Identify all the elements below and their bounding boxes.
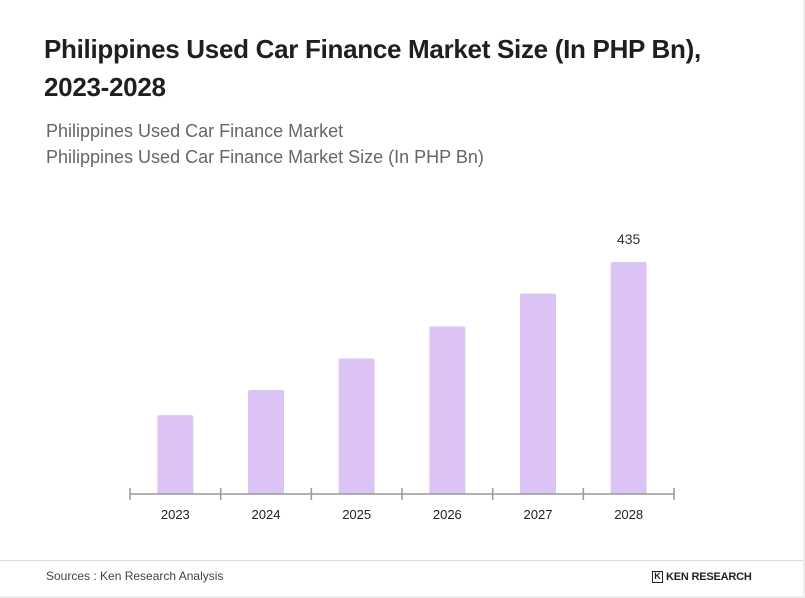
bar-2027 [520, 293, 556, 494]
chart-title: Philippines Used Car Finance Market Size… [44, 34, 701, 102]
x-tick-label-2028: 2028 [614, 507, 643, 522]
logo-text: KEN RESEARCH [666, 571, 752, 583]
footer-divider [0, 560, 803, 561]
k-logo-icon: K [652, 571, 663, 583]
source-note: Sources : Ken Research Analysis [46, 569, 224, 583]
chart-subtitle-market: Philippines Used Car Finance Market [46, 121, 344, 141]
chart-subtitle-size: Philippines Used Car Finance Market Size… [46, 147, 484, 167]
bar-chart: 2023 2024 2025 2026 2027 2028 435 [129, 231, 675, 522]
bar-2028 [610, 262, 647, 494]
x-tick-label-2025: 2025 [342, 507, 371, 522]
x-tick-label-2027: 2027 [524, 507, 553, 522]
bar-2024 [248, 390, 284, 494]
data-label-2028: 435 [617, 231, 641, 247]
bar-2025 [338, 358, 375, 494]
x-tick-label-2023: 2023 [161, 507, 190, 522]
x-tick-label-2024: 2024 [252, 507, 281, 522]
bar-2026 [429, 326, 466, 494]
ken-research-logo: K KEN RESEARCH [652, 570, 752, 584]
bar-2023 [157, 415, 194, 494]
x-tick-label-2026: 2026 [433, 507, 462, 522]
